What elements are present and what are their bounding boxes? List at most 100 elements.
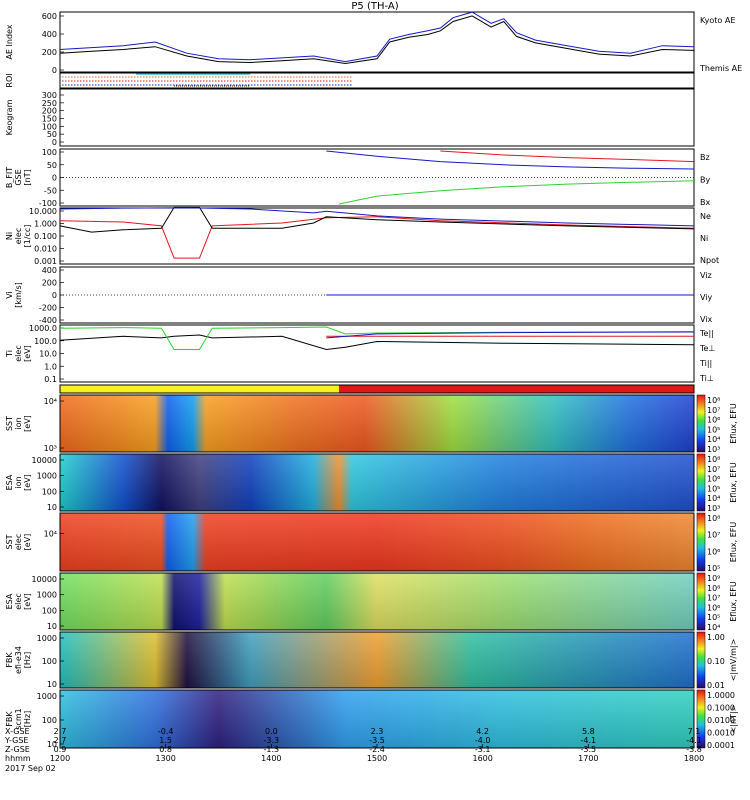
sst_elec-cbar-label: Eflux, EFU [729,522,738,563]
esa_ion-cbar-label: Eflux, EFU [729,462,738,503]
bfit-ylabel: B_FIT [5,167,14,188]
esa_elec-cbar-tick: 10⁹ [707,574,720,583]
density-legend-2: Npot [700,256,719,265]
temperature-ytick: 10.0 [39,350,57,359]
temperature-ylabel: [eV] [23,345,32,362]
velocity-ylabel: [km/s] [14,282,23,308]
fbk_b-shading [60,690,694,748]
bfit-series-2 [326,150,695,170]
coord-value: 0.8 [159,745,172,754]
bfit-legend-1: By [700,176,710,185]
esa_elec-cbar-label: Eflux, EFU [729,581,738,622]
coord-value: -3.1 [475,745,491,754]
temperature-legend-2: Ti|| [699,359,712,368]
esa_elec-frame [59,572,695,631]
coord-value: 1.5 [159,736,172,745]
esa_elec-shading [60,573,694,630]
esa_ion-cbar-tick: 10⁷ [707,465,720,474]
ae-ytick: 400 [42,30,57,39]
density-series-2 [59,207,695,227]
keogram-ytick: 100 [42,122,57,131]
sst_elec-shading [60,513,694,571]
esa_ion-colorbar [696,453,706,512]
temperature-legend-1: Te⊥ [699,344,715,353]
fbk_b-cbar-tick: 0.0100 [707,716,735,725]
fbk_b-colorbar [696,689,706,749]
fbk_e-ylabel: [Hz] [23,652,32,668]
coord-value: 0.9 [54,745,67,754]
coord-value: 2.3 [371,727,384,736]
esa_ion-frame [59,453,695,512]
sst_elec-ytick: 10⁴ [44,529,57,538]
fbk_e-frame [59,631,695,689]
sst_elec-ylabel: [eV] [23,534,32,551]
esa_elec-ytick: 1000 [37,591,57,600]
velocity-ytick: 0 [52,291,57,300]
fbk_b-ytick: 100 [42,716,57,725]
density-ylabel: Ni [5,232,14,240]
mode-bar-slow [338,385,694,393]
velocity-legend-0: Viz [700,271,712,280]
ae-legend-0: Kyoto AE [700,16,735,25]
sst_ion-cbar-tick: 10⁸ [707,396,720,405]
coord-value: -4.1 [686,736,702,745]
velocity-legend-2: Vix [700,315,713,324]
sst_ion-cbar-tick: 10⁵ [707,425,720,434]
temperature-series-0 [59,334,695,351]
coord-value: 0.0 [265,727,278,736]
esa_elec-cbar-tick: 10⁴ [707,623,720,632]
bfit-series-0 [440,150,695,163]
velocity-ytick: -200 [39,304,57,313]
fbk_e-cbar-label: <|mV/m|> [729,639,738,682]
bfit-ytick: 0 [52,174,57,183]
fbk_b-ylabel: FBK [5,711,14,727]
sst_ion-colorbar [696,394,706,453]
esa_ion-ytick: 10000 [32,456,57,465]
density-ytick: 1.000 [34,220,57,229]
sst_ion-ytick: 10³ [44,444,57,453]
fbk_b-cbar-label: <|nT|> [729,705,738,734]
esa_ion-ytick: 100 [42,487,57,496]
esa_ion-ylabel: ESA [5,474,14,490]
esa_ion-ytick: 1000 [37,472,57,481]
sst_elec-cbar-tick: 10⁶ [707,547,720,556]
coord-value: -2.4 [369,745,385,754]
figure-date: 2017 Sep 02 [5,764,56,773]
keogram-ytick: 150 [42,115,57,124]
density-legend-0: Ne [700,212,711,221]
sst_ion-ytick: 10⁴ [44,397,57,406]
sst_ion-cbar-tick: 10⁷ [707,406,720,415]
fbk_e-ylabel: efi-e34 [14,646,23,674]
sst_elec-cbar-tick: 10⁷ [707,531,720,540]
coord-value: -1.3 [264,745,280,754]
bfit-legend-2: Bx [700,198,710,207]
coord-value: -0.4 [158,727,174,736]
fbk_b-cbar-tick: 0.0010 [707,729,735,738]
coord-row-label: Z-GSE [5,745,30,754]
esa_elec-cbar-tick: 10⁵ [707,613,720,622]
fbk_e-cbar-tick: 0.01 [707,681,725,690]
bfit-ylabel: GSE [14,169,23,185]
esa_elec-cbar-tick: 10⁷ [707,594,720,603]
esa_ion-cbar-tick: 10⁶ [707,475,720,484]
density-ytick: 0.001 [34,257,57,266]
fbk_e-cbar-tick: 0.10 [707,657,725,666]
fbk_b-ylabel: [Hz] [23,711,32,727]
ae-series-1 [59,15,695,65]
fbk_b-cbar-tick: 0.1000 [707,704,735,713]
temperature-series-3 [326,331,695,339]
time-tick-label: 1200 [50,754,70,763]
fbk_e-ytick: 100 [42,657,57,666]
time-tick-label: 1800 [684,754,704,763]
esa_ion-cbar-tick: 10⁸ [707,455,720,464]
fbk_b-cbar-tick: 0.0001 [707,741,735,750]
figure-title: P5 (TH-A) [351,1,398,12]
ae-legend-1: Themis AE [699,64,742,73]
coord-value: -3.5 [581,745,597,754]
sst_elec-ylabel: elec [14,534,23,550]
temperature-ytick: 0.1 [44,375,57,384]
keogram-ytick: 300 [42,91,57,100]
sst_ion-cbar-tick: 10⁴ [707,435,720,444]
coord-value: -3.5 [369,736,385,745]
esa_elec-ytick: 10 [47,622,57,631]
